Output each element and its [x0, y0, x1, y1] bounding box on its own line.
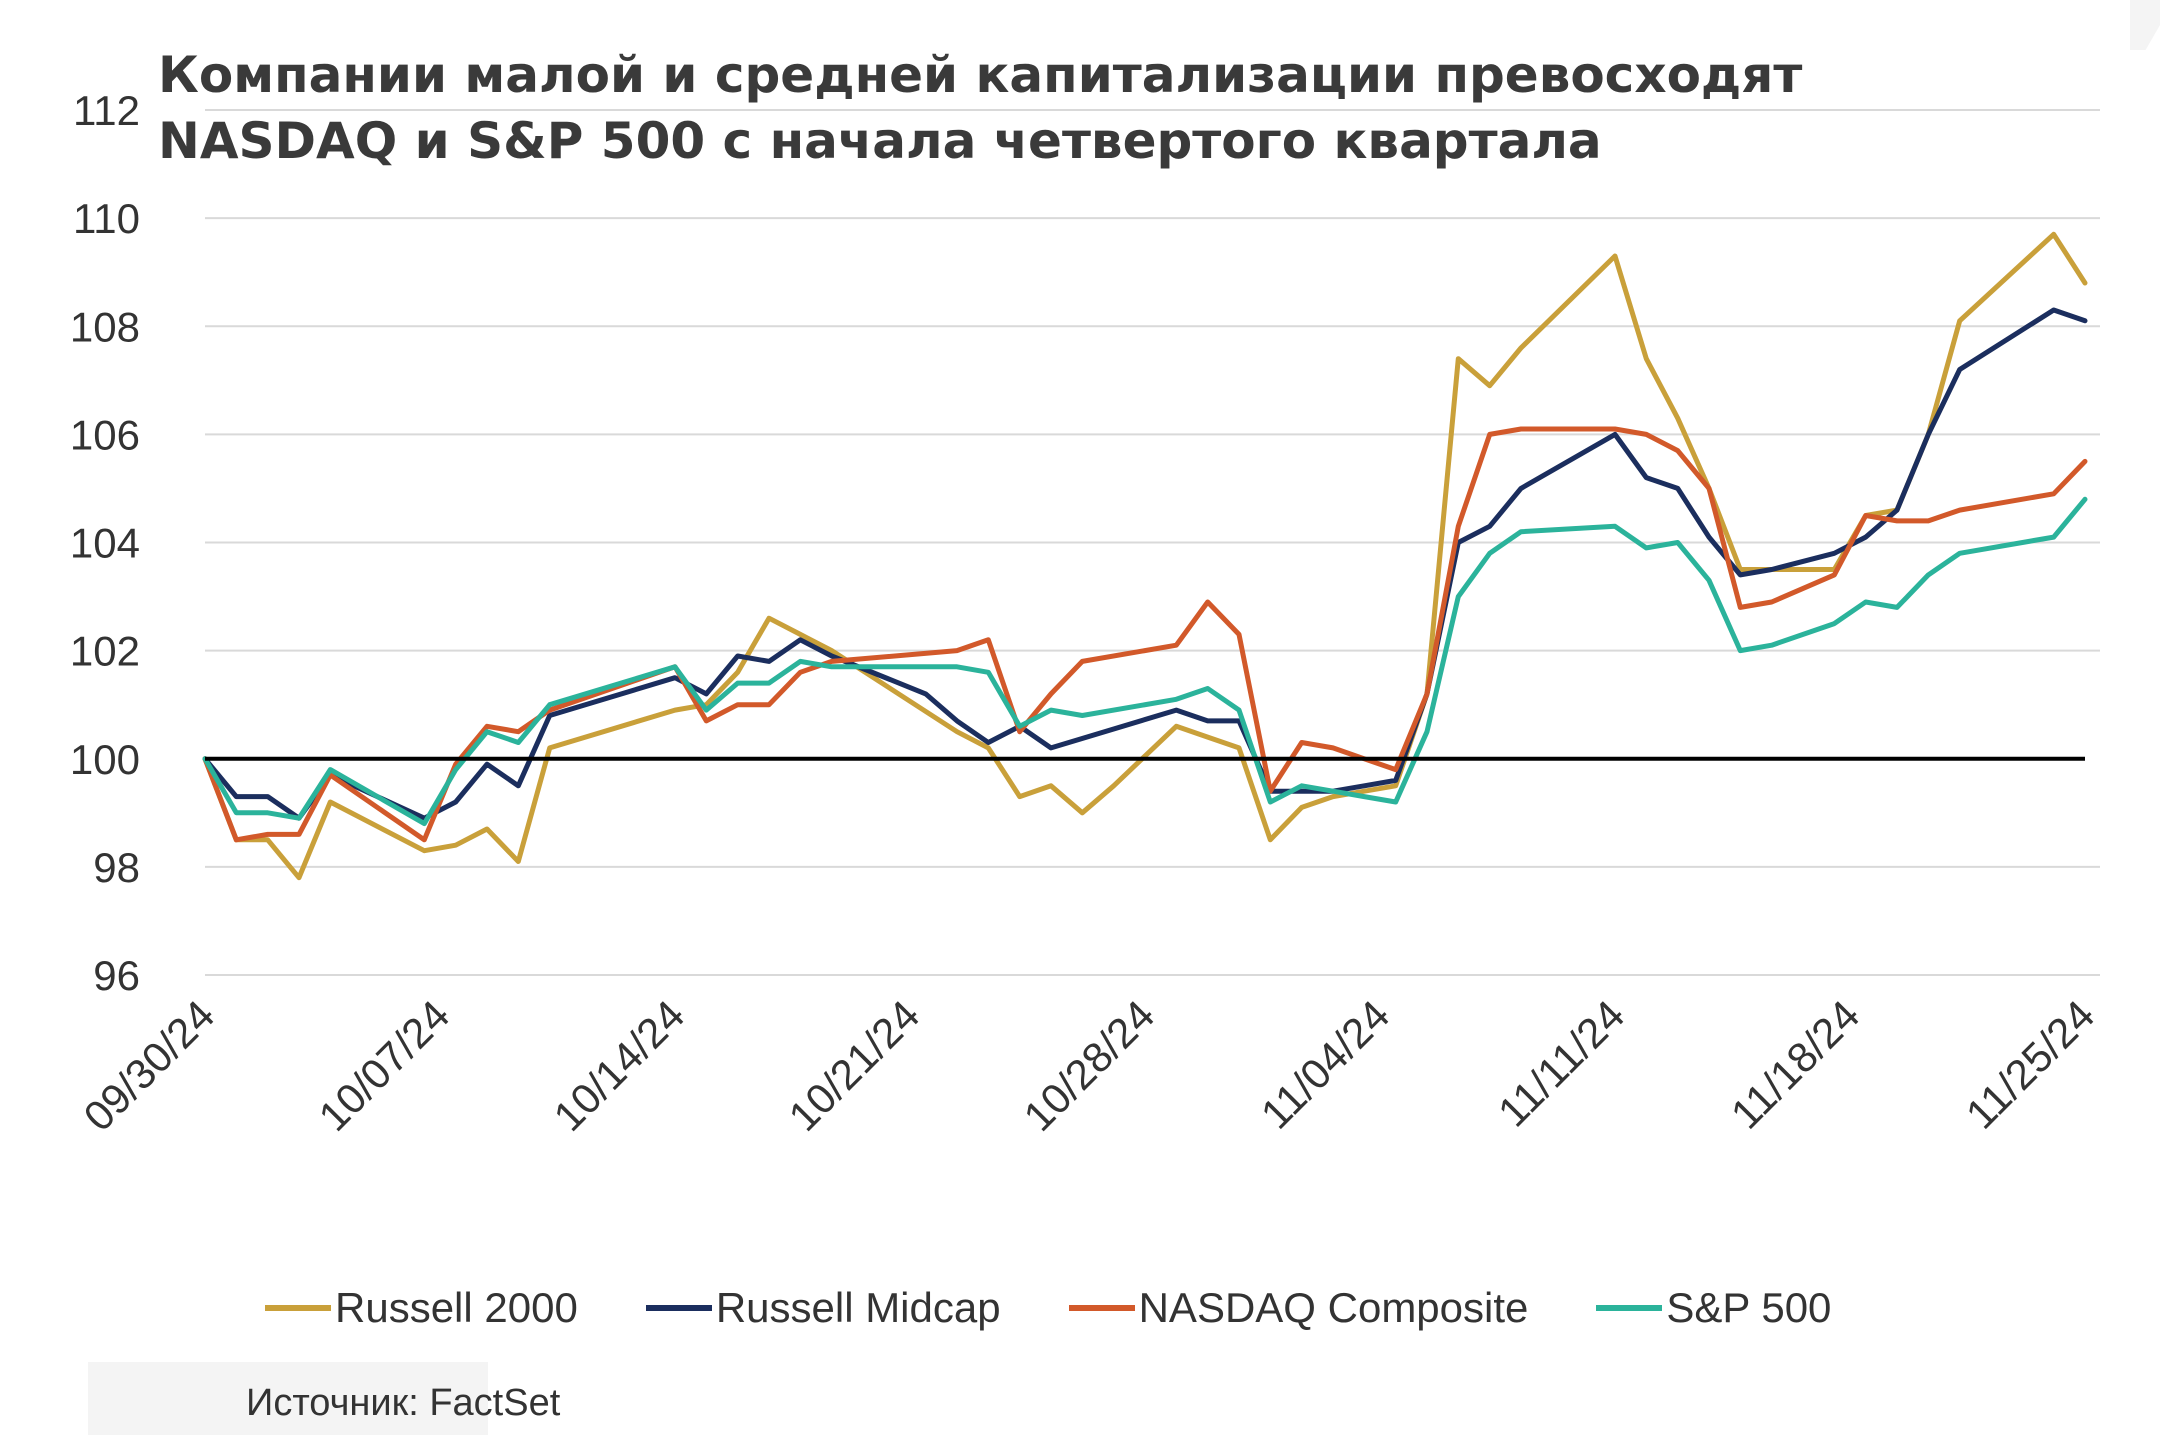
series-line-russell-2000: [202, 231, 2088, 881]
legend-swatch: [645, 1305, 712, 1311]
chart-title: Компании малой и средней капитализации п…: [158, 46, 1803, 170]
source-note: Источник: FactSet: [246, 1382, 561, 1424]
x-axis-ticks: 09/30/24 10/07/24 10/14/24 10/21/24 10/28/24…: [75, 991, 2104, 1140]
legend-item-sp-500: S&P 500: [1596, 1284, 1831, 1332]
legend-item-nasdaq-composite: NASDAQ Composite: [1068, 1284, 1529, 1332]
legend-swatch: [1068, 1305, 1135, 1311]
legend-item-russell-2000: Russell 2000: [265, 1284, 578, 1332]
legend-label: S&P 500: [1666, 1284, 1832, 1331]
series-line-russell-midcap: [202, 307, 2088, 821]
y-tick-label: 106: [70, 411, 140, 458]
series-lines: [202, 231, 2088, 881]
x-tick-label: 11/18/24: [1722, 991, 1869, 1138]
legend-label: Russell Midcap: [715, 1284, 1001, 1331]
y-tick-label: 110: [73, 195, 140, 242]
source-background: [88, 1362, 488, 1435]
y-tick-label: 96: [93, 952, 140, 999]
y-tick-label: 100: [70, 736, 140, 783]
y-tick-label: 108: [70, 303, 140, 350]
x-tick-label: 10/28/24: [1015, 991, 1164, 1140]
series-line-s-p-500: [202, 496, 2088, 827]
legend-swatch: [1596, 1305, 1663, 1311]
y-tick-label: 102: [70, 628, 140, 675]
legend: Russell 2000 Russell Midcap NASDAQ Compo…: [265, 1276, 1899, 1340]
y-axis-ticks: 96 98 100 102 104 106 108 110 112: [70, 87, 140, 999]
legend-label: NASDAQ Composite: [1138, 1284, 1529, 1331]
x-tick-label: 10/14/24: [545, 991, 694, 1140]
gridlines: [205, 109, 2100, 976]
x-tick-label: 11/04/24: [1252, 991, 1399, 1138]
y-tick-label: 104: [70, 520, 140, 567]
x-tick-label: 11/25/24: [1957, 991, 2104, 1138]
x-tick-label: 09/30/24: [75, 991, 224, 1140]
legend-label: Russell 2000: [335, 1284, 578, 1331]
y-tick-label: 98: [93, 844, 140, 891]
legend-item-russell-midcap: Russell Midcap: [645, 1284, 1001, 1332]
chart-panel: [30, 0, 2130, 1360]
x-tick-label: 10/21/24: [780, 991, 929, 1140]
legend-swatch: [265, 1305, 331, 1311]
series-line-nasdaq-composite: [202, 426, 2088, 843]
x-tick-label: 10/07/24: [310, 991, 459, 1140]
y-tick-label: 112: [73, 87, 140, 134]
x-tick-label: 11/11/24: [1489, 991, 1633, 1135]
